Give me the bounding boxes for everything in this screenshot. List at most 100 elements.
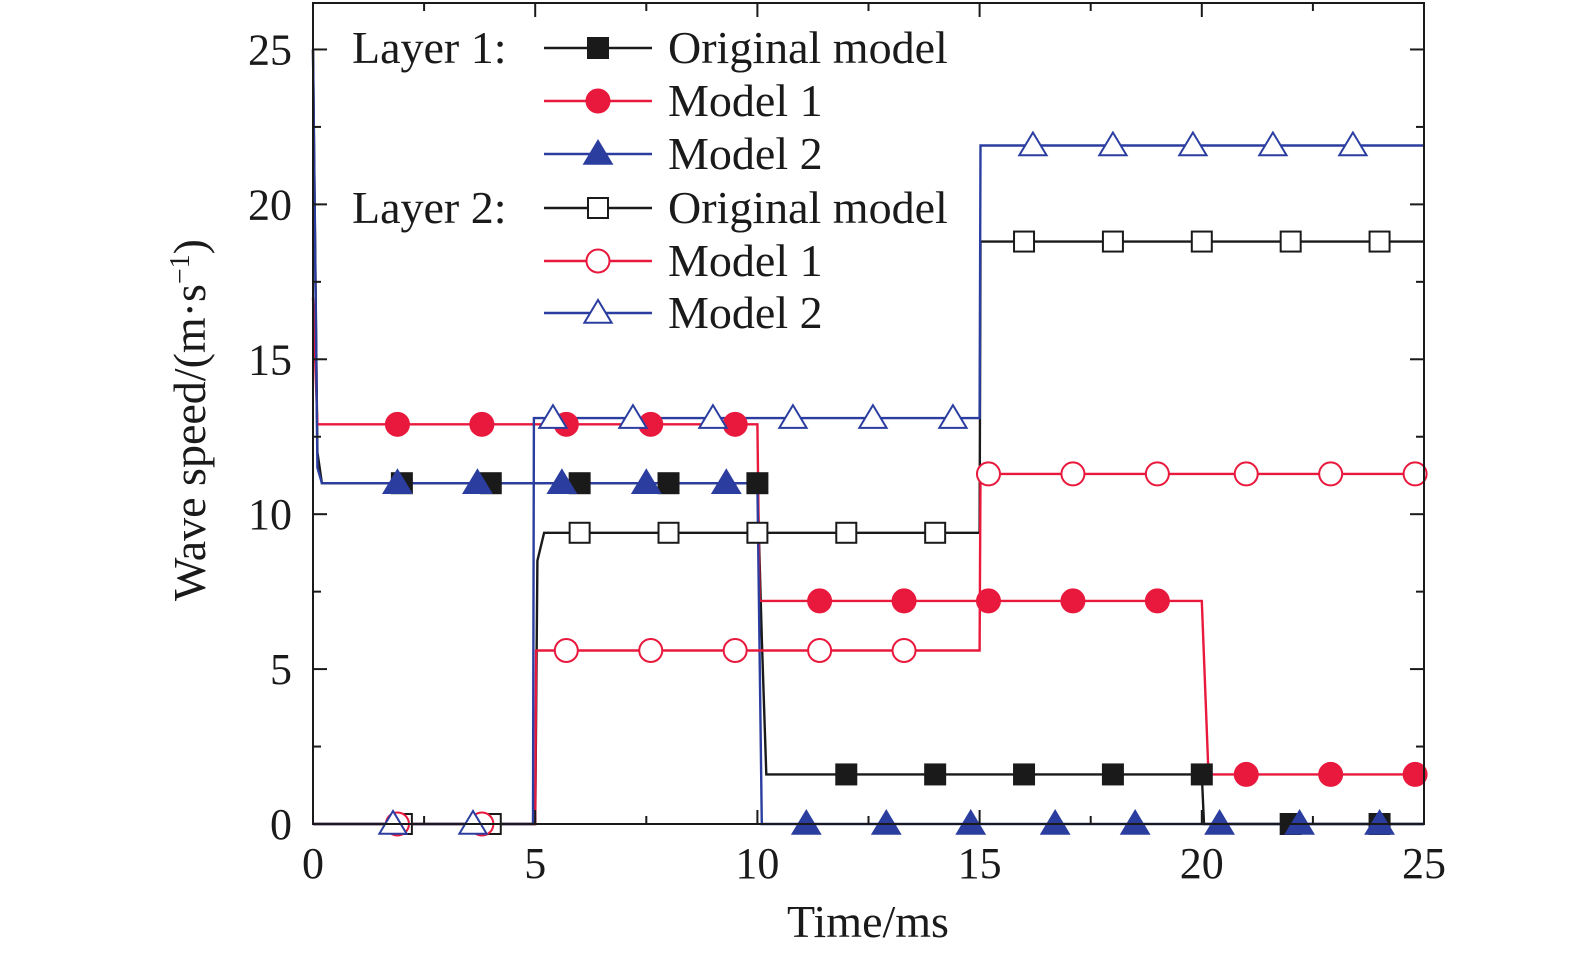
- layer-1-original-model-marker: [1190, 763, 1213, 786]
- layer-1-model-1-marker: [1144, 588, 1170, 614]
- layer-2-original-model-marker: [746, 521, 769, 544]
- x-tick-label: 5: [524, 839, 546, 888]
- x-tick-label: 0: [302, 839, 324, 888]
- layer-2-model-2-marker: [377, 809, 409, 835]
- layer-2-model-1-marker: [1144, 461, 1170, 487]
- y-tick-label: 5: [270, 645, 292, 694]
- layer-2-model-1-marker: [807, 638, 833, 664]
- legend-swatch-marker: [585, 248, 611, 274]
- layer-1-model-1-marker: [891, 588, 917, 614]
- y-axis-title-main: Wave speed/(m·s: [164, 284, 215, 601]
- layer-2-original-model-marker: [1279, 230, 1302, 253]
- layer-1-model-2-marker: [1039, 809, 1071, 835]
- y-tick-label: 0: [270, 800, 292, 849]
- x-tick-label: 10: [735, 839, 779, 888]
- y-axis-ticks: [313, 48, 1424, 825]
- layer-2-model-2-marker: [697, 403, 729, 429]
- layer-2-model-1-marker: [1318, 461, 1344, 487]
- legend-entry-label: Original model: [668, 22, 948, 73]
- x-tick-label: 20: [1180, 839, 1224, 888]
- legend-entry-label: Model 1: [668, 75, 823, 126]
- layer-2-original-model-marker: [1190, 230, 1213, 253]
- layer-2-model-2-marker: [857, 403, 889, 429]
- layer-2-original-model-marker: [1101, 230, 1124, 253]
- layer-2-model-2-marker: [1257, 130, 1289, 157]
- layer-1-model-1-marker: [1060, 588, 1086, 614]
- layer-1-model-2-marker: [870, 809, 902, 835]
- legend-group-label: Layer 1:: [352, 22, 507, 73]
- layer-2-model-1-marker: [1060, 461, 1086, 487]
- legend-swatch-marker: [587, 197, 609, 219]
- layer-1-model-1-marker: [1233, 761, 1259, 787]
- series-markers: [377, 130, 1428, 837]
- series-lines: [311, 49, 1424, 826]
- legend-group-label: Layer 2:: [352, 182, 507, 233]
- layer-1-original-model-line: [311, 49, 1424, 826]
- legend-entry-label: Model 2: [668, 128, 823, 179]
- layer-2-original-model-line: [313, 240, 1424, 826]
- layer-2-model-2-marker: [457, 809, 489, 835]
- layer-2-original-model-marker: [568, 521, 591, 544]
- layer-1-model-1-marker: [1318, 761, 1344, 787]
- layer-1-model-2-marker: [382, 468, 413, 494]
- layer-2-model-2-marker: [777, 403, 809, 429]
- layer-2-original-model-marker: [657, 521, 680, 544]
- layer-2-model-1-marker: [553, 638, 579, 664]
- layer-2-model-1-marker: [1402, 461, 1428, 487]
- layer-1-model-2-marker: [1284, 809, 1315, 835]
- legend-entry-label: Original model: [668, 182, 948, 233]
- layer-1-original-model-marker: [746, 472, 769, 495]
- layer-2-model-2-marker: [1097, 130, 1129, 157]
- legend-entry-label: Model 1: [668, 235, 823, 286]
- layer-2-model-2-marker: [1337, 130, 1369, 157]
- layer-1-model-2-line: [311, 49, 1424, 826]
- y-axis-title-close: ): [164, 239, 215, 254]
- legend-swatch-marker: [582, 139, 614, 165]
- y-axis-tick-labels: 0 5 10 15 20 25: [248, 25, 292, 849]
- layer-2-model-2-marker: [937, 403, 969, 429]
- layer-1-model-1-marker: [384, 411, 410, 437]
- layer-2-original-model-marker: [1013, 230, 1036, 253]
- y-axis-title-exponent: −1: [165, 254, 196, 284]
- layer-1-model-2-marker: [710, 468, 742, 494]
- layer-1-model-2-marker: [462, 468, 493, 494]
- layer-2-model-2-marker: [1017, 130, 1049, 157]
- y-axis-title: Wave speed/(m·s−1): [164, 239, 215, 601]
- layer-1-model-1-marker: [469, 411, 495, 437]
- layer-2-model-1-marker: [722, 638, 748, 664]
- layer-1-model-1-marker: [807, 588, 833, 614]
- x-tick-label: 25: [1402, 839, 1446, 888]
- layer-2-original-model-marker: [924, 521, 947, 544]
- layer-1-model-1-marker: [722, 411, 748, 437]
- legend-swatch-marker: [587, 37, 609, 59]
- legend-swatch-marker: [585, 88, 611, 114]
- legend-swatch-marker: [582, 298, 614, 324]
- layer-1-original-model-marker: [657, 472, 680, 495]
- layer-2-model-1-marker: [1233, 461, 1259, 487]
- layer-1-model-1-marker: [975, 588, 1001, 614]
- legend-entry-label: Model 2: [668, 287, 823, 338]
- x-axis-tick-labels: 0 5 10 15 20 25: [302, 839, 1446, 888]
- layer-1-model-1-marker: [1402, 761, 1428, 787]
- layer-1-model-2-marker: [630, 468, 662, 494]
- layer-1-model-2-marker: [1204, 809, 1235, 835]
- layer-2-original-model-marker: [1368, 230, 1391, 253]
- layer-1-model-2-marker: [955, 809, 987, 835]
- y-tick-label: 15: [248, 335, 292, 384]
- y-tick-label: 20: [248, 180, 292, 229]
- layer-1-original-model-marker: [1101, 763, 1124, 786]
- layer-1-model-1-line: [311, 297, 1424, 776]
- layer-1-model-2-marker: [790, 809, 822, 835]
- layer-2-model-1-marker: [891, 638, 917, 664]
- layer-2-model-2-marker: [617, 403, 649, 429]
- layer-1-original-model-marker: [1013, 763, 1036, 786]
- layer-1-original-model-marker: [835, 763, 858, 786]
- layer-2-model-2-marker: [537, 403, 569, 429]
- layer-1-model-2-marker: [1119, 809, 1151, 835]
- y-tick-label: 10: [248, 490, 292, 539]
- x-tick-label: 15: [958, 839, 1002, 888]
- layer-1-original-model-marker: [924, 763, 947, 786]
- layer-1-model-2-marker: [546, 468, 578, 494]
